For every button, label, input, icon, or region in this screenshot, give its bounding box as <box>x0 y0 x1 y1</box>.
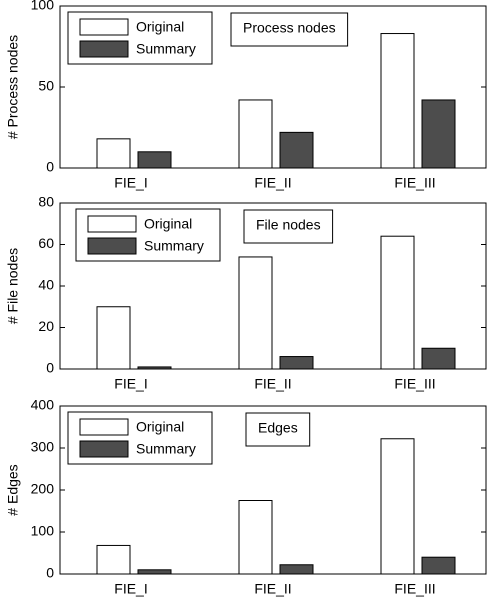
bar <box>238 500 273 575</box>
bar <box>380 438 415 575</box>
bar <box>421 347 456 370</box>
panel: 0 20 40 60 80 FIE_I FIE_II FIE_III # File nodes O… <box>5 194 487 392</box>
legend-swatch <box>79 440 129 458</box>
bar <box>96 544 131 575</box>
y-tick-label: 100 <box>31 0 55 13</box>
y-tick-label: 80 <box>38 194 54 210</box>
y-tick-label: 0 <box>46 159 54 175</box>
bar <box>279 356 314 370</box>
panel: 0 100 200 300 400 FIE_I FIE_II FIE_III # Edges Or… <box>5 397 487 597</box>
y-tick-label: 50 <box>38 78 54 94</box>
bar <box>238 256 273 370</box>
x-tick-label: FIE_III <box>394 175 435 191</box>
legend-label: Original <box>144 216 192 232</box>
bar <box>279 131 314 169</box>
y-tick-label: 0 <box>46 565 54 581</box>
bar <box>279 564 314 575</box>
bar <box>421 556 456 575</box>
x-tick-label: FIE_I <box>114 175 147 191</box>
annotation: Process nodes <box>243 20 336 36</box>
x-tick-label: FIE_III <box>394 581 435 597</box>
legend-swatch <box>79 418 129 436</box>
annotation: File nodes <box>256 217 321 233</box>
legend-label: Summary <box>136 41 196 57</box>
y-tick-label: 400 <box>31 397 55 413</box>
bar <box>96 306 131 370</box>
y-axis-label: # Process nodes <box>5 35 21 139</box>
bar <box>96 138 131 169</box>
y-tick-label: 60 <box>38 235 54 251</box>
y-tick-label: 100 <box>31 523 55 539</box>
bar <box>421 99 456 169</box>
x-tick-label: FIE_II <box>254 175 291 191</box>
y-axis-label: # File nodes <box>5 248 21 324</box>
x-tick-label: FIE_I <box>114 376 147 392</box>
x-tick-label: FIE_II <box>254 581 291 597</box>
legend-swatch <box>79 18 129 36</box>
y-axis-label: # Edges <box>5 464 21 515</box>
x-tick-label: FIE_III <box>394 376 435 392</box>
legend-label: Summary <box>136 441 196 457</box>
x-tick-label: FIE_II <box>254 376 291 392</box>
bar <box>238 99 273 169</box>
legend-swatch <box>79 40 129 58</box>
legend-swatch <box>87 237 137 255</box>
annotation: Edges <box>258 420 298 436</box>
legend-label: Summary <box>144 238 204 254</box>
x-tick-label: FIE_I <box>114 581 147 597</box>
annotation-box <box>230 12 349 47</box>
legend-label: Original <box>136 419 184 435</box>
legend-swatch <box>87 215 137 233</box>
y-tick-label: 40 <box>38 277 54 293</box>
bar <box>137 151 172 169</box>
bar <box>380 33 415 169</box>
y-tick-label: 300 <box>31 439 55 455</box>
annotation-box <box>243 209 334 244</box>
bar <box>380 235 415 370</box>
y-tick-label: 200 <box>31 481 55 497</box>
panel: 0 50 100 FIE_I FIE_II FIE_III # Process nodes O… <box>5 0 487 191</box>
y-tick-label: 0 <box>46 360 54 376</box>
y-tick-label: 20 <box>38 318 54 334</box>
legend-label: Original <box>136 19 184 35</box>
annotation-box <box>245 412 311 447</box>
bar <box>137 569 172 575</box>
